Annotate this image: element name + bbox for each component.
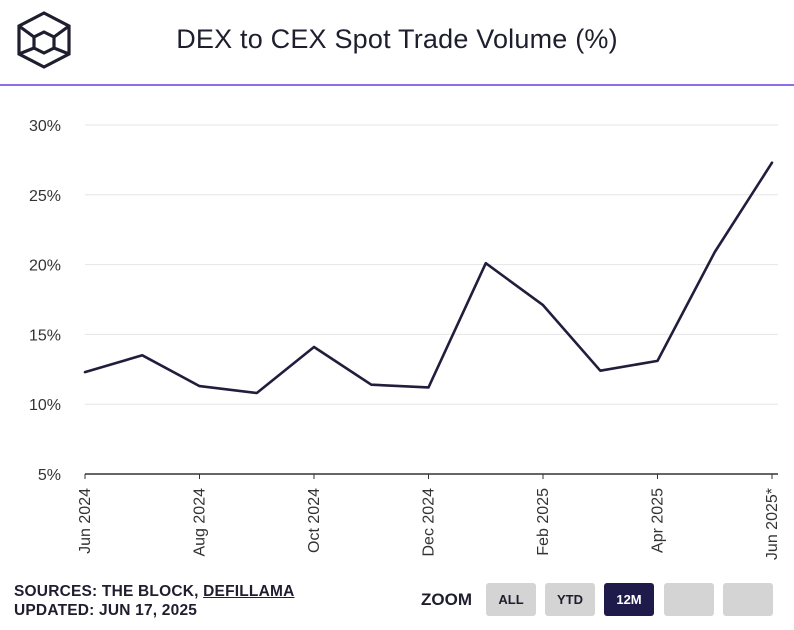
sources-line: SOURCES: THE BLOCK, DEFILLAMA [14, 582, 295, 601]
line-chart: 30% 25% 20% 15% 10% 5% Jun 2024 Aug 2024 Oct 202… [29, 118, 781, 560]
y-tick-label: 30% [29, 118, 61, 135]
x-tick-label: Apr 2025 [650, 488, 667, 553]
zoom-ytd-button[interactable]: YTD [545, 583, 595, 616]
y-tick-label: 5% [38, 467, 61, 484]
x-tick-label: Feb 2025 [535, 488, 552, 556]
x-tick-label: Jun 2024 [77, 488, 94, 554]
zoom-label: ZOOM [421, 590, 472, 609]
x-tick-label: Jun 2025* [764, 488, 781, 560]
y-tick-label: 10% [29, 397, 61, 414]
x-tick-label: Dec 2024 [421, 488, 438, 557]
chart-title: DEX to CEX Spot Trade Volume (%) [176, 24, 618, 54]
x-tick-label: Oct 2024 [306, 488, 323, 553]
zoom-all-button[interactable]: ALL [486, 583, 536, 616]
zoom-12m-button[interactable]: 12M [604, 583, 654, 616]
series-line [83, 161, 774, 395]
y-tick-label: 15% [29, 327, 61, 344]
sources-block: SOURCES: THE BLOCK, DEFILLAMA UPDATED: J… [14, 582, 295, 620]
y-tick-label: 20% [29, 258, 61, 275]
sources-link-defillama[interactable]: DEFILLAMA [203, 583, 295, 600]
sources-text: SOURCES: THE BLOCK, [14, 583, 204, 600]
x-tick-label: Aug 2024 [192, 488, 209, 557]
header-divider [0, 84, 794, 86]
the-block-cube-icon [17, 11, 71, 69]
y-tick-label: 25% [29, 188, 61, 205]
zoom-button-5[interactable] [723, 583, 773, 616]
updated-text: UPDATED: JUN 17, 2025 [14, 602, 198, 619]
zoom-button-4[interactable] [664, 583, 714, 616]
